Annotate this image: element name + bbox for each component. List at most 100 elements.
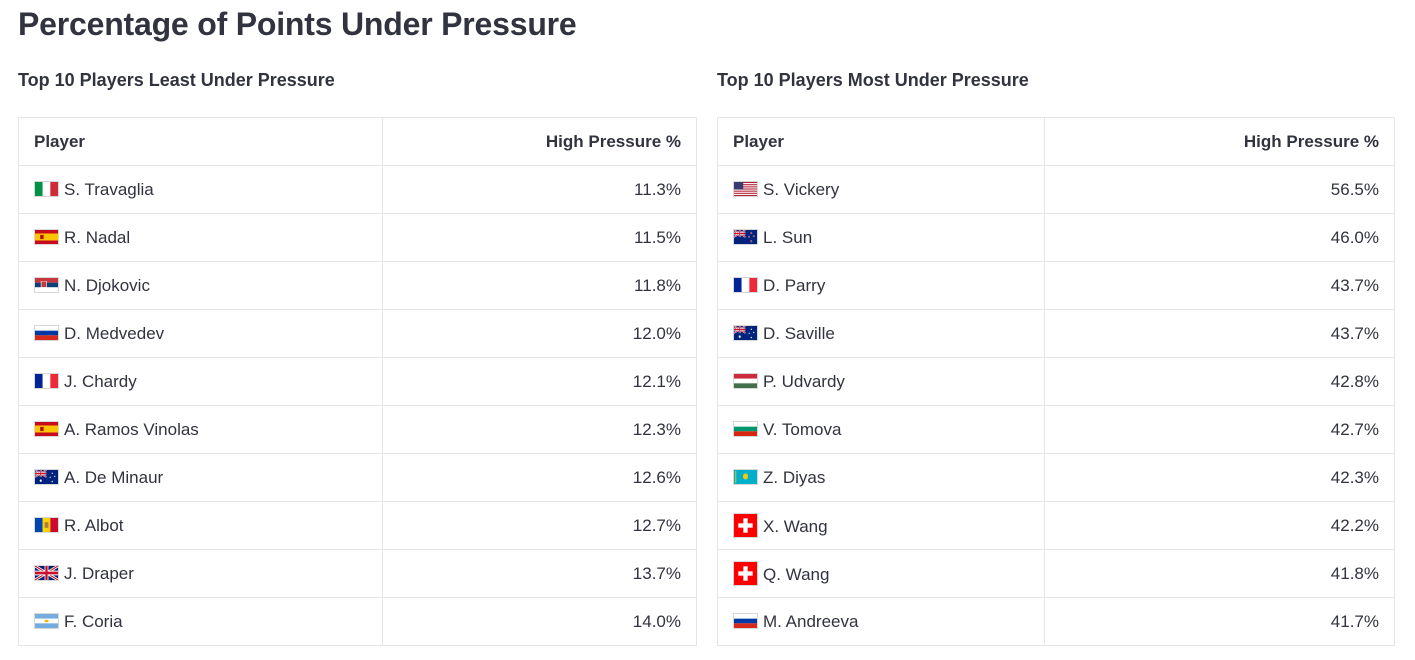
column-header-player[interactable]: Player [18, 117, 383, 166]
most-pressure-section: Top 10 Players Most Under Pressure Playe… [717, 66, 1395, 646]
table-row: D. Saville 43.7% [717, 309, 1395, 358]
russia-flag-icon [733, 612, 758, 629]
player-name: Z. Diyas [763, 467, 826, 487]
table-row: Q. Wang 41.8% [717, 549, 1395, 598]
high-pressure-value: 42.8% [1044, 357, 1395, 406]
most-pressure-body: S. Vickery 56.5% L. Sun 46.0% D. Parry 43.7% D… [717, 165, 1395, 646]
table-row: F. Coria 14.0% [18, 597, 697, 646]
spain-flag-icon [34, 228, 59, 245]
high-pressure-value: 56.5% [1044, 165, 1395, 214]
player-name: D. Parry [763, 275, 826, 295]
column-header-player[interactable]: Player [717, 117, 1045, 166]
france-flag-icon [733, 276, 758, 293]
player-cell: A. De Minaur [18, 453, 383, 502]
least-pressure-body: S. Travaglia 11.3% R. Nadal 11.5% N. Djokovi… [18, 165, 697, 646]
player-name: S. Vickery [763, 179, 840, 199]
player-name: F. Coria [64, 611, 123, 631]
page-title: Percentage of Points Under Pressure [18, 6, 577, 42]
player-name: M. Andreeva [763, 611, 859, 631]
table-row: Z. Diyas 42.3% [717, 453, 1395, 502]
table-row: L. Sun 46.0% [717, 213, 1395, 262]
table-row: D. Medvedev 12.0% [18, 309, 697, 358]
player-cell: L. Sun [717, 213, 1045, 262]
usa-flag-icon [733, 180, 758, 197]
least-pressure-title: Top 10 Players Least Under Pressure [18, 70, 335, 90]
most-pressure-title: Top 10 Players Most Under Pressure [717, 70, 1029, 90]
player-cell: D. Parry [717, 261, 1045, 310]
spain-flag-icon [34, 420, 59, 437]
player-name: D. Saville [763, 323, 835, 343]
bulgaria-flag-icon [733, 420, 758, 437]
player-cell: X. Wang [717, 501, 1045, 550]
table-row: A. De Minaur 12.6% [18, 453, 697, 502]
table-row: J. Draper 13.7% [18, 549, 697, 598]
player-name: A. De Minaur [64, 467, 164, 487]
kazakhstan-flag-icon [733, 468, 758, 485]
player-name: R. Albot [64, 515, 124, 535]
hungary-flag-icon [733, 372, 758, 389]
high-pressure-value: 46.0% [1044, 213, 1395, 262]
player-cell: Q. Wang [717, 549, 1045, 598]
player-cell: D. Saville [717, 309, 1045, 358]
high-pressure-value: 14.0% [382, 597, 697, 646]
high-pressure-value: 12.3% [382, 405, 697, 454]
australia-flag-icon [733, 324, 758, 341]
player-cell: J. Chardy [18, 357, 383, 406]
high-pressure-value: 12.6% [382, 453, 697, 502]
least-pressure-table: Player High Pressure % S. Travaglia 11.3%… [18, 117, 697, 646]
player-name: N. Djokovic [64, 275, 150, 295]
table-row: V. Tomova 42.7% [717, 405, 1395, 454]
player-cell: M. Andreeva [717, 597, 1045, 646]
uk-flag-icon [34, 564, 59, 581]
argentina-flag-icon [34, 612, 59, 629]
table-row: M. Andreeva 41.7% [717, 597, 1395, 646]
new-zealand-flag-icon [733, 228, 758, 245]
high-pressure-value: 41.8% [1044, 549, 1395, 598]
table-row: S. Travaglia 11.3% [18, 165, 697, 214]
column-header-high-pressure[interactable]: High Pressure % [1044, 117, 1395, 166]
player-cell: F. Coria [18, 597, 383, 646]
russia-flag-icon [34, 324, 59, 341]
player-name: L. Sun [763, 227, 813, 247]
serbia-flag-icon [34, 276, 59, 293]
moldova-flag-icon [34, 516, 59, 533]
player-cell: D. Medvedev [18, 309, 383, 358]
player-name: X. Wang [763, 517, 828, 536]
table-row: J. Chardy 12.1% [18, 357, 697, 406]
high-pressure-value: 12.1% [382, 357, 697, 406]
player-cell: N. Djokovic [18, 261, 383, 310]
table-row: R. Nadal 11.5% [18, 213, 697, 262]
player-name: J. Chardy [64, 371, 137, 391]
high-pressure-value: 12.0% [382, 309, 697, 358]
table-row: D. Parry 43.7% [717, 261, 1395, 310]
player-cell: R. Nadal [18, 213, 383, 262]
high-pressure-value: 11.5% [382, 213, 697, 262]
high-pressure-value: 12.7% [382, 501, 697, 550]
player-name: S. Travaglia [64, 179, 154, 199]
high-pressure-value: 13.7% [382, 549, 697, 598]
high-pressure-value: 43.7% [1044, 309, 1395, 358]
player-cell: Z. Diyas [717, 453, 1045, 502]
player-name: J. Draper [64, 563, 134, 583]
australia-flag-icon [34, 468, 59, 485]
player-cell: P. Udvardy [717, 357, 1045, 406]
player-name: R. Nadal [64, 227, 131, 247]
table-row: N. Djokovic 11.8% [18, 261, 697, 310]
france-flag-icon [34, 372, 59, 389]
player-name: Q. Wang [763, 565, 830, 584]
high-pressure-value: 43.7% [1044, 261, 1395, 310]
player-cell: S. Vickery [717, 165, 1045, 214]
table-header-row: Player High Pressure % [18, 117, 697, 166]
player-name: V. Tomova [763, 419, 842, 439]
switzerland-flag-icon [733, 561, 758, 586]
column-header-high-pressure[interactable]: High Pressure % [382, 117, 697, 166]
most-pressure-table: Player High Pressure % S. Vickery 56.5% L.… [717, 117, 1395, 646]
table-header-row: Player High Pressure % [717, 117, 1395, 166]
high-pressure-value: 11.3% [382, 165, 697, 214]
table-row: X. Wang 42.2% [717, 501, 1395, 550]
switzerland-flag-icon [733, 513, 758, 538]
player-name: D. Medvedev [64, 323, 165, 343]
high-pressure-value: 42.3% [1044, 453, 1395, 502]
high-pressure-value: 41.7% [1044, 597, 1395, 646]
